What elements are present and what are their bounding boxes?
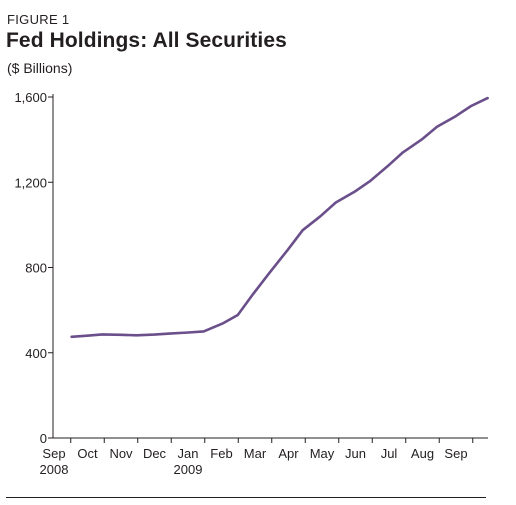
x-tick-label: Aug [411, 446, 434, 461]
x-tick-label: Feb [210, 446, 232, 461]
chart-subtitle: ($ Billions) [7, 60, 73, 76]
x-tick-label: Oct [77, 446, 98, 461]
y-tick-label: 400 [25, 346, 47, 361]
x-tick-label: Dec [143, 446, 167, 461]
chart-title: Fed Holdings: All Securities [6, 29, 287, 52]
series-line [70, 96, 489, 339]
y-tick-label: 1,200 [14, 175, 47, 190]
y-tick-label: 1,600 [14, 90, 47, 105]
y-tick-label: 800 [25, 261, 47, 276]
figure-label: FIGURE 1 [7, 12, 70, 27]
x-tick-label: Apr [278, 446, 299, 461]
bottom-divider [6, 497, 486, 498]
x-tick-label: Sep [444, 446, 467, 461]
x-tick-label: Sep 2008 [40, 446, 69, 477]
x-tick-label: Jun [345, 446, 366, 461]
x-tick-label: Nov [109, 446, 133, 461]
x-tick-label: May [310, 446, 335, 461]
y-tick-label: 0 [40, 431, 47, 446]
x-tick-label: Jan 2009 [174, 446, 203, 477]
x-tick-label: Jul [381, 446, 398, 461]
x-tick-label: Mar [244, 446, 267, 461]
